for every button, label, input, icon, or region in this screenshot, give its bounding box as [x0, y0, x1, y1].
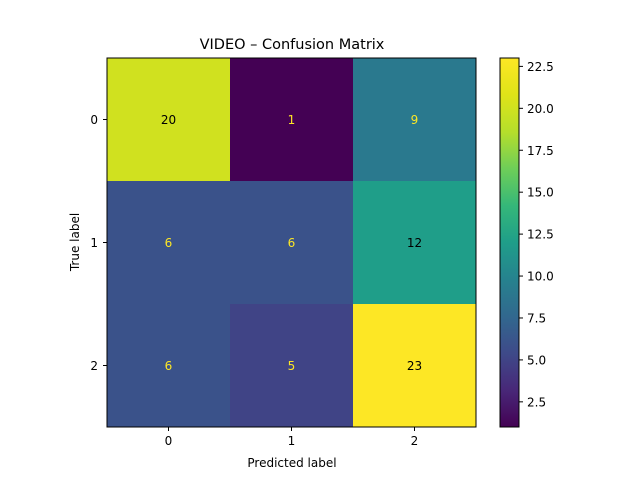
- colorbar: [499, 57, 520, 428]
- colorbar-tick-label: 22.5: [527, 60, 554, 74]
- cell-value-label: 6: [165, 359, 173, 373]
- cell-value-label: 1: [288, 113, 296, 127]
- y-axis: 0 1 2: [90, 113, 107, 373]
- matrix-cell: [107, 181, 231, 305]
- colorbar-ticks: 2.5 5.0 7.5 10.0 12.5 15.0 17.5 20.0 22.5: [519, 60, 554, 409]
- colorbar-tick-label: 5.0: [527, 353, 546, 367]
- matrix-cell: [230, 181, 354, 305]
- matrix-cell: [353, 304, 477, 428]
- matrix-cell: [107, 304, 231, 428]
- y-tick-label: 2: [90, 359, 98, 373]
- cell-value-label: 20: [161, 113, 176, 127]
- colorbar-tick-label: 12.5: [527, 228, 554, 242]
- matrix-cell: [353, 181, 477, 305]
- y-axis-label: True label: [68, 213, 82, 272]
- matrix-cell-labels: 20 1 9 6 6 12 6 5 23: [161, 113, 422, 373]
- matrix-cells: [107, 58, 477, 428]
- colorbar-tick-label: 15.0: [527, 186, 554, 200]
- cell-value-label: 9: [411, 113, 419, 127]
- cell-value-label: 12: [407, 236, 422, 250]
- matrix-cell: [107, 58, 231, 182]
- colorbar-tick-label: 20.0: [527, 102, 554, 116]
- cell-value-label: 6: [288, 236, 296, 250]
- colorbar-tick-label: 17.5: [527, 144, 554, 158]
- colorbar-tick-label: 2.5: [527, 395, 546, 409]
- cell-value-label: 23: [407, 359, 422, 373]
- y-tick-label: 1: [90, 236, 98, 250]
- x-tick-label: 0: [165, 434, 173, 448]
- x-axis-label: Predicted label: [247, 456, 336, 470]
- colorbar-tick-label: 7.5: [527, 311, 546, 325]
- cell-value-label: 6: [165, 236, 173, 250]
- colorbar-tick-label: 10.0: [527, 270, 554, 284]
- matrix-cell: [230, 58, 354, 182]
- matrix-cell: [230, 304, 354, 428]
- cell-value-label: 5: [288, 359, 296, 373]
- x-axis: 0 1 2: [165, 427, 419, 448]
- matrix-cell: [353, 58, 477, 182]
- x-tick-label: 2: [411, 434, 419, 448]
- chart-title: VIDEO – Confusion Matrix: [200, 37, 385, 53]
- x-tick-label: 1: [288, 434, 296, 448]
- y-tick-label: 0: [90, 113, 98, 127]
